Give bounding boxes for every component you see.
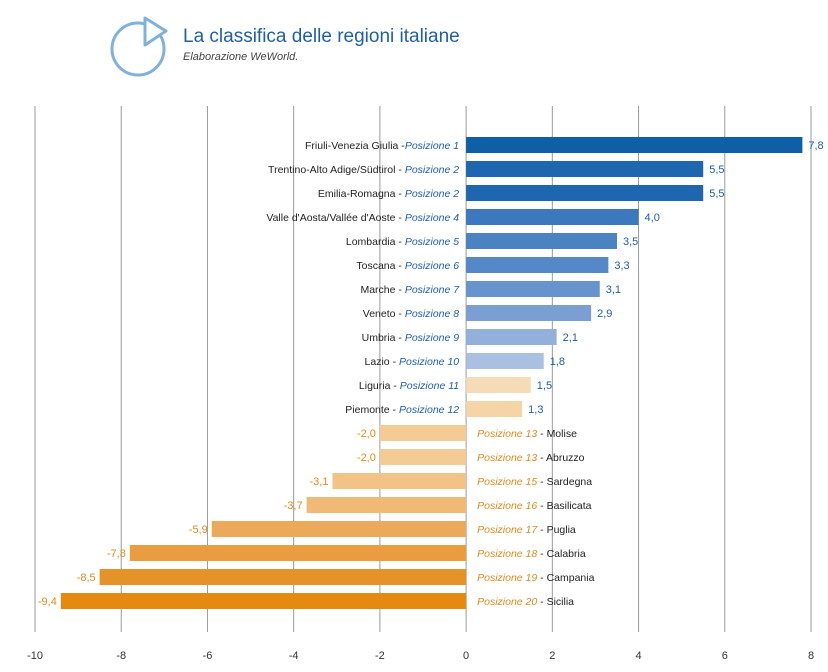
category-label: Posizione 13 - Abruzzo <box>477 452 585 464</box>
bar <box>306 497 467 513</box>
category-label: Piemonte - Posizione 12 <box>345 404 459 416</box>
data-label: 5,5 <box>709 164 724 176</box>
category-label: Lombardia - Posizione 5 <box>346 236 459 248</box>
category-label: Lazio - Posizione 10 <box>365 356 460 368</box>
data-label: -8,5 <box>77 572 96 584</box>
category-label: Valle d'Aosta/Vallée d'Aoste - Posizione… <box>266 212 459 224</box>
category-label: Liguria - Posizione 11 <box>359 380 459 392</box>
bar <box>466 281 600 297</box>
x-tick-label: 0 <box>463 650 469 662</box>
data-label: 3,5 <box>623 236 638 248</box>
x-tick-label: -4 <box>289 650 299 662</box>
bar <box>466 329 557 345</box>
chart-title: La classifica delle regioni italiane <box>183 26 460 47</box>
category-label: Umbria - Posizione 9 <box>362 332 460 344</box>
data-label: 5,5 <box>709 188 724 200</box>
category-label: Posizione 19 - Campania <box>477 572 594 584</box>
bar <box>466 161 704 177</box>
data-label: -9,4 <box>38 596 57 608</box>
category-label: Posizione 13 - Molise <box>477 428 577 440</box>
bar <box>466 233 617 249</box>
data-label: -3,7 <box>284 500 303 512</box>
data-label: 3,3 <box>614 260 629 272</box>
bar <box>466 305 592 321</box>
bar <box>466 209 639 225</box>
chart-header: La classifica delle regioni italiane Ela… <box>0 0 828 90</box>
bar <box>466 353 544 369</box>
data-label: 1,3 <box>528 404 543 416</box>
bar <box>99 569 467 585</box>
category-label: Posizione 16 - Basilicata <box>477 500 592 512</box>
data-label: -3,1 <box>309 476 328 488</box>
data-label: -2,0 <box>357 428 376 440</box>
category-label: Friuli-Venezia Giulia -Posizione 1 <box>305 140 459 152</box>
category-label: Posizione 20 - Sicilia <box>477 596 574 608</box>
category-label: Veneto - Posizione 8 <box>363 308 459 320</box>
data-label: 1,8 <box>550 356 565 368</box>
bar <box>466 185 704 201</box>
bar <box>466 257 609 273</box>
data-label: 2,1 <box>563 332 578 344</box>
bar <box>466 401 523 417</box>
bar <box>466 137 803 153</box>
category-label: Posizione 17 - Puglia <box>477 524 576 536</box>
category-label: Posizione 15 - Sardegna <box>477 476 592 488</box>
x-tick-label: -10 <box>27 650 43 662</box>
data-label: 7,8 <box>808 140 823 152</box>
category-label: Emilia-Romagna - Posizione 2 <box>318 188 459 200</box>
x-tick-label: 2 <box>549 650 555 662</box>
category-label: Toscana - Posizione 6 <box>356 260 459 272</box>
data-label: -5,9 <box>189 524 208 536</box>
category-label: Posizione 18 - Calabria <box>477 548 586 560</box>
data-label: -7,8 <box>107 548 126 560</box>
data-label: 4,0 <box>645 212 660 224</box>
bar <box>332 473 467 489</box>
bar <box>379 425 467 441</box>
x-tick-label: -8 <box>116 650 126 662</box>
x-tick-label: 6 <box>722 650 728 662</box>
bar <box>60 593 467 609</box>
x-tick-label: -2 <box>375 650 385 662</box>
bar <box>466 377 531 393</box>
category-label: Marche - Posizione 7 <box>360 284 460 296</box>
x-tick-label: 8 <box>808 650 814 662</box>
x-tick-label: -6 <box>203 650 213 662</box>
data-label: -2,0 <box>357 452 376 464</box>
category-label: Trentino-Alto Adige/Südtirol - Posizione… <box>268 164 459 176</box>
bar <box>379 449 467 465</box>
bar <box>211 521 467 537</box>
pie-chart-logo-icon <box>110 16 168 77</box>
x-tick-label: 4 <box>635 650 641 662</box>
chart-subtitle: Elaborazione WeWorld. <box>183 51 299 63</box>
bar <box>129 545 467 561</box>
data-label: 3,1 <box>606 284 621 296</box>
data-label: 2,9 <box>597 308 612 320</box>
data-label: 1,5 <box>537 380 552 392</box>
